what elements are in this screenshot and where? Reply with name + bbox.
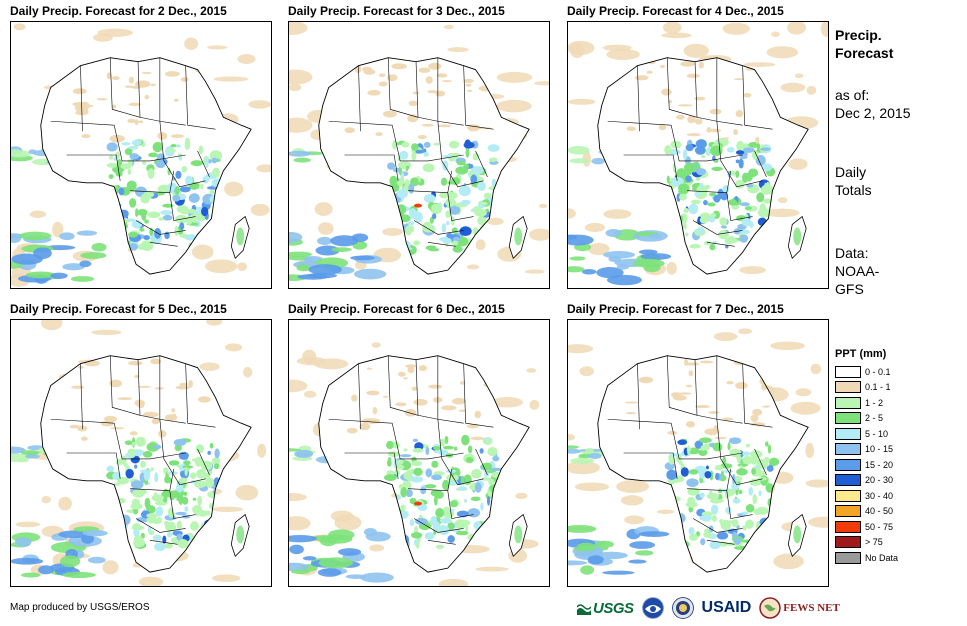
legend-item: No Data [835,550,955,566]
legend-swatch [835,551,861,564]
legend-item: 1 - 2 [835,395,955,411]
legend-item: 15 - 20 [835,457,955,473]
africa-precip-map [288,21,550,289]
panel-title: Daily Precip. Forecast for 6 Dec., 2015 [288,302,505,316]
legend-label: 0.1 - 1 [865,382,891,393]
usgs-logo-text: USGS [593,599,634,617]
usaid-logo-text: USAID [701,599,752,616]
data-line2: NOAA- [835,263,880,279]
government-seal-icon [671,597,694,619]
fews-net-logo: FEWS NET [759,597,840,619]
legend-swatch [835,474,861,487]
panel-title: Daily Precip. Forecast for 4 Dec., 2015 [567,4,784,18]
legend-label: 40 - 50 [865,506,894,517]
data-line3: GFS [835,281,864,297]
legend-swatch [835,505,861,518]
legend-swatch [835,412,861,425]
legend-label: 20 - 30 [865,475,894,486]
legend-swatch [835,381,861,394]
precip-legend: PPT (mm) 0 - 0.1 0.1 - 1 1 - 2 2 - 5 5 - 10 1… [835,348,955,566]
panel-title: Daily Precip. Forecast for 7 Dec., 2015 [567,302,784,316]
fews-globe-icon [759,597,782,619]
panel-title: Daily Precip. Forecast for 2 Dec., 2015 [10,4,227,18]
asof-label: as of: [835,87,870,103]
legend-label: > 75 [865,537,883,548]
legend-label: No Data [865,552,899,563]
legend-title: PPT (mm) [835,348,887,360]
usaid-logo: USAID [702,599,752,617]
africa-map-graphic [11,320,267,586]
legend-item: 20 - 30 [835,473,955,489]
legend-item: > 75 [835,535,955,551]
legend-item: 10 - 15 [835,442,955,458]
asof-date: Dec 2, 2015 [835,105,911,121]
legend-swatch [835,520,861,533]
totals-line2: Totals [835,182,872,198]
legend-swatch [835,489,861,502]
agency-logos: USGS USAID FEWS NET [577,594,848,622]
africa-map-graphic [289,342,540,586]
legend-item: 0 - 0.1 [835,364,955,380]
forecast-data-source: Data: NOAA- GFS [835,244,879,298]
noaa-logo [641,597,664,619]
panel-title: Daily Precip. Forecast for 5 Dec., 2015 [10,302,227,316]
legend-swatch [835,396,861,409]
usgs-logo: USGS [577,600,634,617]
legend-swatch [835,365,861,378]
data-line1: Data: [835,245,869,261]
fews-net-logo-text: FEWS NET [783,602,840,614]
legend-label: 2 - 5 [865,413,884,424]
legend-label: 50 - 75 [865,521,894,532]
africa-map-graphic [568,22,828,286]
panel-title: Daily Precip. Forecast for 3 Dec., 2015 [288,4,505,18]
africa-precip-map [10,21,272,289]
usgs-wave-icon [577,604,591,615]
legend-label: 5 - 10 [865,428,889,439]
forecast-totals: Daily Totals [835,163,872,199]
forecast-info: Precip. Forecast [835,26,893,62]
legend-item: 30 - 40 [835,488,955,504]
legend-label: 1 - 2 [865,397,884,408]
legend-item: 2 - 5 [835,411,955,427]
africa-map-graphic [289,22,549,281]
legend-item: 5 - 10 [835,426,955,442]
legend-label: 15 - 20 [865,459,894,470]
legend-swatch [835,427,861,440]
totals-line1: Daily [835,164,867,180]
legend-swatch [835,443,861,456]
info-title-line1: Precip. [835,27,882,43]
africa-map-graphic [11,23,271,287]
legend-label: 30 - 40 [865,490,894,501]
legend-label: 10 - 15 [865,444,894,455]
legend-item: 40 - 50 [835,504,955,520]
legend-label: 0 - 0.1 [865,366,891,377]
info-title-line2: Forecast [835,45,894,61]
dhs-seal-logo [671,597,694,619]
map-credit: Map produced by USGS/EROS [10,602,150,613]
forecast-asof: as of: Dec 2, 2015 [835,86,911,122]
africa-precip-map [288,319,550,587]
legend-item: 0.1 - 1 [835,380,955,396]
legend-swatch [835,536,861,549]
africa-precip-map [10,319,272,587]
legend-item: 50 - 75 [835,519,955,535]
africa-precip-map [567,319,829,587]
africa-map-graphic [568,328,828,575]
africa-precip-map [567,21,829,289]
noaa-seal-icon [641,597,664,619]
legend-swatch [835,458,861,471]
